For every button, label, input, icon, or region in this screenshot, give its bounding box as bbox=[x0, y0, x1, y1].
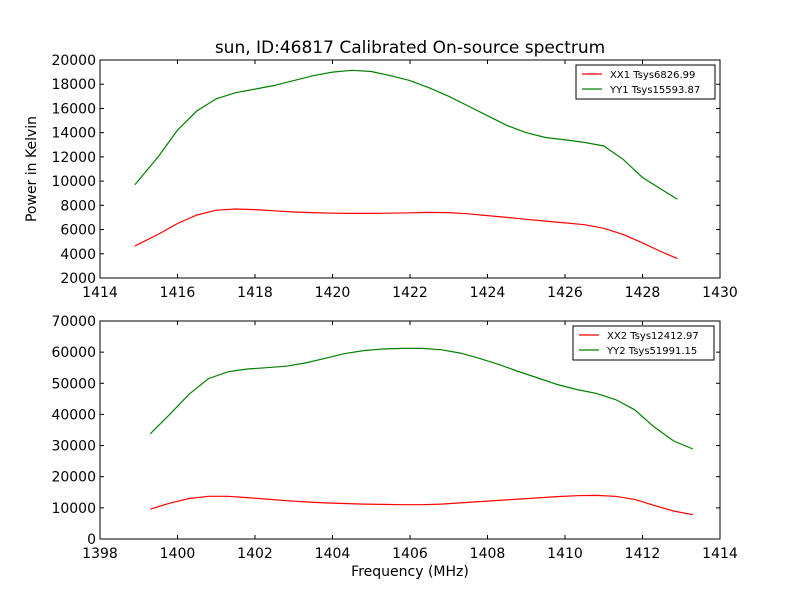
x-tick-label: 1408 bbox=[470, 546, 506, 562]
y-tick-label: 14000 bbox=[51, 126, 96, 142]
y-tick-label: 0 bbox=[87, 532, 96, 548]
x-axis-label: Frequency (MHz) bbox=[351, 564, 469, 580]
y-tick-label: 20000 bbox=[51, 470, 96, 486]
y-tick-label: 4000 bbox=[60, 247, 96, 263]
x-tick-label: 1420 bbox=[315, 285, 351, 301]
y-tick-label: 40000 bbox=[51, 407, 96, 423]
bottom-panel: 1398 1400 1402 1404 1406 1408 1410 1412 1414 0 100… bbox=[51, 314, 737, 562]
y-tick-label: 10000 bbox=[51, 501, 96, 517]
y-tick-label: 50000 bbox=[51, 376, 96, 392]
y-tick-label: 2000 bbox=[60, 271, 96, 287]
legend-label: XX2 Tsys12412.97 bbox=[607, 331, 699, 342]
x-tick-label: 1418 bbox=[237, 285, 273, 301]
legend-box bbox=[575, 64, 716, 100]
x-tick-label: 1398 bbox=[82, 546, 118, 562]
x-tick-label: 1404 bbox=[315, 546, 351, 562]
legend-label: YY2 Tsys51991.15 bbox=[606, 346, 697, 357]
x-tick-label: 1414 bbox=[82, 285, 118, 301]
x-tick-label: 1430 bbox=[702, 285, 738, 301]
y-tick-label: 10000 bbox=[51, 174, 96, 190]
x-tick-label: 1412 bbox=[625, 546, 661, 562]
legend-label: YY1 Tsys15593.87 bbox=[609, 85, 700, 96]
y-tick-label: 20000 bbox=[51, 53, 96, 69]
chart-title: sun, ID:46817 Calibrated On-source spect… bbox=[215, 38, 605, 58]
x-tick-label: 1406 bbox=[392, 546, 428, 562]
x-tick-label: 1424 bbox=[470, 285, 506, 301]
x-tick-label: 1428 bbox=[625, 285, 661, 301]
top-panel: 1414 1416 1418 1420 1422 1424 1426 1428 1430 2000… bbox=[51, 53, 737, 301]
x-tick-label: 1414 bbox=[702, 546, 738, 562]
x-tick-label: 1416 bbox=[160, 285, 196, 301]
y-tick-label: 18000 bbox=[51, 77, 96, 93]
y-axis-label: Power in Kelvin bbox=[24, 116, 40, 222]
y-tick-label: 8000 bbox=[60, 198, 96, 214]
y-tick-label: 12000 bbox=[51, 150, 96, 166]
series-line-yy2 bbox=[149, 347, 694, 450]
legend-label: XX1 Tsys6826.99 bbox=[610, 70, 695, 81]
legend-box bbox=[572, 325, 715, 361]
series-line-yy1 bbox=[134, 69, 678, 200]
y-tick-label: 30000 bbox=[51, 439, 96, 455]
x-tick-label: 1400 bbox=[160, 546, 196, 562]
x-tick-label: 1426 bbox=[547, 285, 583, 301]
x-tick-label: 1402 bbox=[237, 546, 273, 562]
series-line-xx1 bbox=[134, 208, 678, 260]
x-tick-label: 1422 bbox=[392, 285, 428, 301]
y-tick-label: 6000 bbox=[60, 223, 96, 239]
series-line-xx2 bbox=[150, 494, 694, 516]
y-tick-label: 60000 bbox=[51, 345, 96, 361]
y-tick-label: 70000 bbox=[51, 314, 96, 330]
x-tick-label: 1410 bbox=[547, 546, 583, 562]
y-tick-label: 16000 bbox=[51, 101, 96, 117]
